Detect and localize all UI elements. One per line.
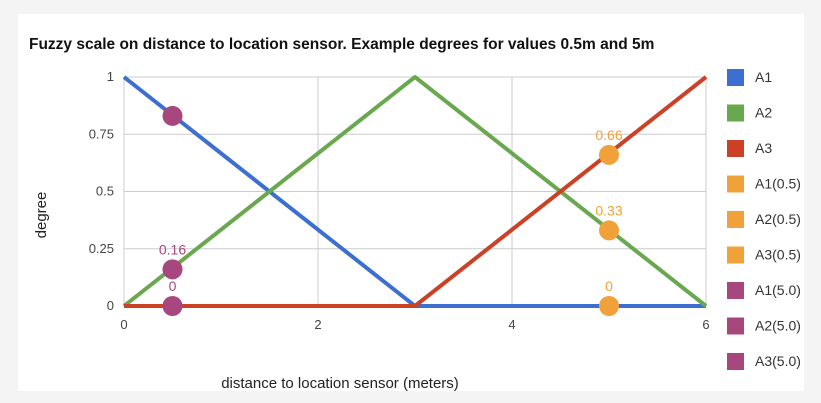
chart-title: Fuzzy scale on distance to location sens… — [29, 36, 654, 53]
legend-swatch-a2-0-5 — [727, 211, 744, 228]
y-tick-label: 1 — [107, 69, 114, 84]
series-points: 0 0.33 0.66 0.16 0 — [159, 105, 623, 316]
legend-label-a2-5-0: A2(5.0) — [755, 318, 801, 334]
legend-swatch-a1-0-5 — [727, 175, 744, 193]
data-point-a1-5-0 — [162, 105, 183, 126]
x-axis-title: distance to location sensor (meters) — [221, 375, 459, 391]
legend-label-a3-0-5: A3(0.5) — [755, 247, 801, 263]
legend-swatch-a1 — [727, 69, 744, 86]
legend-swatch-a2 — [727, 104, 744, 122]
legend-label-a1-0-5: A1(0.5) — [755, 176, 801, 192]
x-tick-label: 4 — [508, 317, 515, 332]
x-tick-label: 0 — [120, 317, 127, 332]
data-label-a2-5-0: 0.16 — [159, 241, 186, 257]
data-point-a3-5-0 — [162, 296, 183, 316]
data-label-a1-0-5: 0 — [605, 278, 613, 294]
legend-swatch-a3 — [727, 140, 744, 157]
y-tick-label: 0.25 — [89, 241, 114, 256]
legend-swatch-a3-0-5 — [727, 246, 744, 264]
x-tick-label: 6 — [702, 317, 709, 332]
axis-ticks: 0 0.25 0.5 0.75 1 0 2 4 6 — [89, 69, 710, 332]
y-axis-title: degree — [33, 192, 50, 239]
legend-swatch-a3-5-0 — [727, 353, 744, 370]
y-tick-label: 0.5 — [96, 184, 114, 199]
legend-label-a1: A1 — [755, 69, 772, 85]
data-label-a3-5-0: 0 — [169, 278, 177, 294]
legend-swatch-a1-5-0 — [727, 282, 744, 299]
data-point-a2-5-0 — [162, 259, 183, 280]
legend-label-a3: A3 — [755, 140, 772, 156]
data-point-a1-0-5 — [599, 296, 619, 316]
chart-card: Fuzzy scale on distance to location sens… — [18, 14, 804, 391]
data-label-a2-0-5: 0.33 — [595, 202, 622, 218]
data-label-a3-0-5: 0.66 — [595, 127, 622, 143]
legend-label-a1-5-0: A1(5.0) — [755, 282, 801, 298]
legend-label-a3-5-0: A3(5.0) — [755, 353, 801, 369]
y-tick-label: 0 — [107, 298, 114, 313]
chart-svg: Fuzzy scale on distance to location sens… — [29, 36, 801, 391]
grid — [123, 76, 707, 307]
legend-label-a2-0-5: A2(0.5) — [755, 211, 801, 227]
x-tick-label: 2 — [314, 317, 321, 332]
legend: A1 A2 A3 A1(0.5) A2(0.5) A3(0.5) A1(5.0) A2(5.0… — [727, 69, 801, 370]
legend-swatch-a2-5-0 — [727, 317, 744, 335]
legend-label-a2: A2 — [755, 105, 772, 121]
y-tick-label: 0.75 — [89, 126, 114, 141]
data-point-a2-0-5 — [599, 220, 619, 241]
data-point-a3-0-5 — [599, 144, 619, 165]
